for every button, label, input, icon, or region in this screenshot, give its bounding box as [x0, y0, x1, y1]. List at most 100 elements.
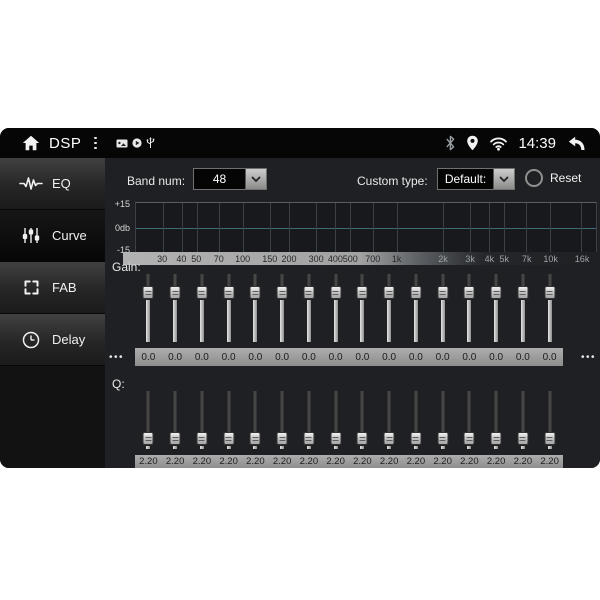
slider-thumb[interactable] [142, 432, 154, 446]
slider-thumb[interactable] [517, 286, 529, 300]
slider-thumb[interactable] [330, 286, 342, 300]
slider-track-upper [548, 274, 552, 288]
slider-thumb[interactable] [303, 286, 315, 300]
custom-type-dropdown[interactable]: Default: [437, 168, 515, 190]
slider-track-upper [146, 274, 150, 288]
slider-thumb[interactable] [223, 286, 235, 300]
overflow-menu-icon[interactable] [94, 136, 97, 150]
q-slider[interactable] [536, 388, 563, 452]
q-slider[interactable] [322, 388, 349, 452]
slider-thumb[interactable] [169, 432, 181, 446]
gain-slider[interactable] [403, 271, 430, 345]
home-icon[interactable] [22, 135, 40, 151]
q-slider[interactable] [376, 388, 403, 452]
q-slider[interactable] [349, 388, 376, 452]
slider-thumb[interactable] [356, 286, 368, 300]
slider-track-upper [253, 274, 257, 288]
gain-slider[interactable] [429, 271, 456, 345]
slider-thumb[interactable] [410, 286, 422, 300]
q-value: 2.20 [219, 456, 238, 467]
gain-slider[interactable] [135, 271, 162, 345]
slider-thumb[interactable] [383, 286, 395, 300]
reset-radio-icon [525, 169, 543, 187]
slider-thumb[interactable] [223, 432, 235, 446]
slider-track-lower [440, 446, 445, 449]
gain-slider[interactable] [376, 271, 403, 345]
slider-thumb[interactable] [249, 286, 261, 300]
slider-thumb[interactable] [142, 286, 154, 300]
scroll-left-ellipsis[interactable]: ••• [109, 351, 125, 363]
q-slider[interactable] [403, 388, 430, 452]
gain-slider[interactable] [189, 271, 216, 345]
gain-slider[interactable] [483, 271, 510, 345]
q-slider[interactable] [189, 388, 216, 452]
gain-slider[interactable] [162, 271, 189, 345]
slider-track-upper [173, 274, 177, 288]
slider-track-upper [414, 274, 418, 288]
slider-thumb[interactable] [463, 432, 475, 446]
status-bar: DSP [0, 128, 600, 158]
gain-slider[interactable] [510, 271, 537, 345]
slider-track-lower [494, 446, 499, 449]
slider-thumb[interactable] [383, 432, 395, 446]
back-icon[interactable] [566, 136, 586, 151]
sidebar-item-delay[interactable]: Delay [0, 314, 105, 366]
freq-gridline [350, 203, 352, 252]
sidebar-item-curve[interactable]: Curve [0, 210, 105, 262]
reset-button[interactable]: Reset [525, 169, 581, 187]
slider-thumb[interactable] [463, 286, 475, 300]
q-slider[interactable] [215, 388, 242, 452]
q-slider[interactable] [429, 388, 456, 452]
slider-thumb[interactable] [437, 432, 449, 446]
sidebar-item-fab[interactable]: FAB [0, 262, 105, 314]
gain-slider[interactable] [322, 271, 349, 345]
slider-track-lower [413, 446, 418, 449]
scroll-right-ellipsis[interactable]: ••• [580, 351, 596, 363]
gain-slider[interactable] [269, 271, 296, 345]
curve-panel: Band num: 48 Custom type: Default: R [105, 158, 600, 468]
slider-thumb[interactable] [490, 286, 502, 300]
gain-slider[interactable] [296, 271, 323, 345]
q-slider[interactable] [135, 388, 162, 452]
q-sliders-row [135, 388, 563, 452]
gain-slider[interactable] [349, 271, 376, 345]
slider-thumb[interactable] [276, 286, 288, 300]
page-title: DSP [49, 134, 82, 152]
slider-thumb[interactable] [330, 432, 342, 446]
slider-thumb[interactable] [303, 432, 315, 446]
slider-track-upper [146, 391, 150, 434]
slider-thumb[interactable] [196, 432, 208, 446]
q-slider[interactable] [296, 388, 323, 452]
sidebar-item-eq[interactable]: EQ [0, 158, 105, 210]
slider-thumb[interactable] [544, 286, 556, 300]
band-num-dropdown[interactable]: 48 [193, 168, 267, 190]
q-slider[interactable] [456, 388, 483, 452]
freq-tick-label: 100 [235, 253, 251, 264]
q-slider[interactable] [269, 388, 296, 452]
slider-thumb[interactable] [276, 432, 288, 446]
gain-value: 0.0 [194, 351, 209, 363]
q-slider[interactable] [483, 388, 510, 452]
slider-thumb[interactable] [490, 432, 502, 446]
slider-thumb[interactable] [356, 432, 368, 446]
slider-thumb[interactable] [410, 432, 422, 446]
zero-db-line [136, 227, 596, 229]
freq-gridline [526, 203, 528, 252]
slider-track-lower [199, 446, 204, 449]
gain-slider[interactable] [215, 271, 242, 345]
q-value: 2.20 [165, 456, 185, 467]
q-slider[interactable] [242, 388, 269, 452]
slider-thumb[interactable] [437, 286, 449, 300]
slider-thumb[interactable] [544, 432, 556, 446]
gain-slider[interactable] [456, 271, 483, 345]
sidebar-item-label: FAB [52, 280, 77, 295]
slider-thumb[interactable] [249, 432, 261, 446]
gain-slider[interactable] [242, 271, 269, 345]
slider-thumb[interactable] [196, 286, 208, 300]
gain-slider[interactable] [536, 271, 563, 345]
eq-curve-plot[interactable] [135, 202, 597, 252]
q-slider[interactable] [510, 388, 537, 452]
slider-thumb[interactable] [517, 432, 529, 446]
slider-thumb[interactable] [169, 286, 181, 300]
q-slider[interactable] [162, 388, 189, 452]
